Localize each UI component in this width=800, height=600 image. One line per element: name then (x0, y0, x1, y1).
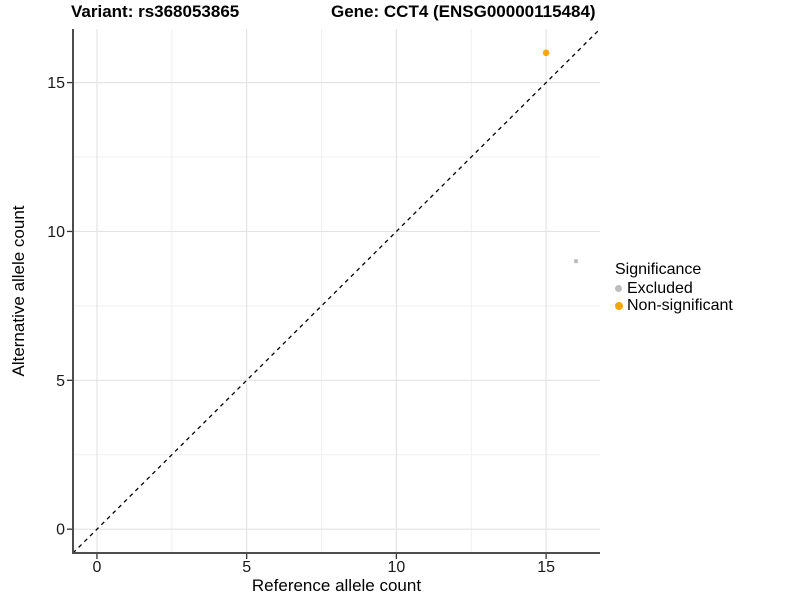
legend: Significance Excluded Non-significant (614, 260, 733, 315)
y-tick-label: 15 (47, 75, 65, 92)
legend-item-label: Non-significant (627, 297, 733, 315)
legend-swatch-wrap (614, 285, 623, 293)
y-tick-label: 10 (47, 224, 65, 241)
legend-item-non-significant: Non-significant (614, 297, 733, 316)
x-tick-label: 0 (93, 559, 102, 576)
identity-dashed-line (72, 28, 601, 554)
y-tick-label: 5 (56, 373, 65, 390)
plot-title-variant: Variant: rs368053865 (71, 2, 240, 21)
data-point-non-significant (542, 49, 550, 57)
y-axis-title: Alternative allele count (9, 205, 28, 377)
legend-item-label: Excluded (627, 279, 693, 297)
legend-dot-excluded-icon (615, 285, 622, 293)
x-tick-label: 5 (242, 559, 251, 576)
legend-dot-non-significant-icon (614, 302, 623, 311)
legend-swatch-wrap (614, 302, 623, 311)
legend-item-excluded: Excluded (614, 280, 733, 298)
data-point-excluded (573, 259, 579, 264)
y-tick-label: 0 (56, 522, 65, 539)
x-tick-label: 15 (537, 559, 555, 576)
x-tick-label: 10 (387, 559, 405, 576)
legend-title: Significance (615, 261, 702, 278)
x-axis-title: Reference allele count (251, 576, 422, 595)
plot-title-gene: Gene: CCT4 (ENSG00000115484) (331, 2, 596, 21)
